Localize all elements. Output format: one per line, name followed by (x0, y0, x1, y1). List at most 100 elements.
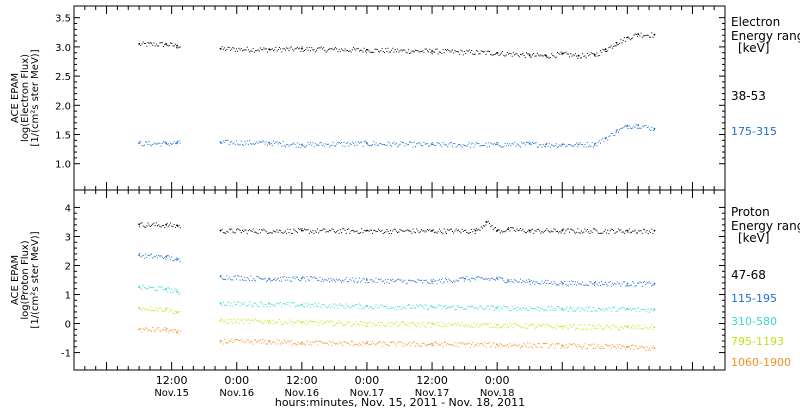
electron-data-point (289, 47, 291, 49)
proton-data-point (330, 320, 332, 322)
proton-data-point (153, 310, 155, 312)
proton-data-point (585, 284, 587, 286)
proton-data-point (510, 279, 512, 281)
electron-data-point (509, 143, 511, 145)
proton-data-point (391, 279, 393, 281)
proton-data-point (219, 302, 222, 305)
proton-data-point (167, 226, 169, 228)
proton-data-point (580, 230, 582, 232)
proton-data-point (648, 230, 650, 232)
electron-data-point (449, 51, 451, 53)
proton-data-point (506, 344, 508, 346)
proton-data-point (563, 309, 564, 311)
electron-data-point (571, 55, 573, 57)
proton-data-point (614, 306, 616, 308)
electron-data-point (521, 141, 523, 143)
electron-data-point (557, 52, 558, 53)
proton-data-point (496, 277, 499, 280)
proton-data-point (467, 232, 469, 234)
proton-data-point (546, 310, 548, 311)
electron-data-point (171, 143, 173, 145)
proton-data-point (640, 327, 642, 329)
proton-data-point (280, 343, 282, 345)
electron-data-point (394, 49, 396, 51)
proton-data-point (530, 280, 532, 282)
proton-data-point (165, 289, 167, 291)
proton-data-point (417, 345, 419, 346)
proton-data-point (559, 343, 561, 345)
electron-data-point (261, 141, 263, 143)
proton-data-point (155, 308, 157, 309)
proton-data-point (552, 283, 554, 285)
proton-data-point (410, 322, 412, 324)
proton-data-point (423, 230, 425, 232)
electron-data-point (284, 146, 286, 148)
electron-data-point (363, 47, 365, 49)
electron-data-point (447, 146, 449, 148)
proton-data-point (368, 322, 370, 324)
proton-data-point (459, 277, 461, 279)
proton-data-point (600, 232, 601, 234)
electron-data-point (564, 52, 566, 54)
proton-data-point (149, 254, 151, 256)
proton-data-point (468, 278, 470, 280)
proton-data-points (138, 220, 656, 351)
proton-data-point (441, 308, 443, 310)
proton-data-point (221, 305, 223, 307)
proton-data-point (226, 342, 228, 344)
proton-data-point (498, 345, 500, 347)
electron-data-point (395, 51, 397, 53)
proton-data-point (324, 279, 326, 281)
electron-data-point (425, 143, 427, 145)
proton-data-point (172, 313, 174, 315)
electron-data-point (479, 145, 481, 147)
electron-data-point (576, 55, 578, 57)
proton-data-point (613, 230, 615, 231)
proton-data-point (411, 342, 413, 344)
proton-data-point (530, 345, 532, 347)
proton-data-point (509, 281, 511, 283)
proton-data-point (592, 325, 594, 326)
proton-data-point (584, 343, 586, 345)
electron-data-point (638, 127, 640, 129)
proton-data-point (257, 276, 259, 278)
electron-data-point (173, 141, 175, 143)
proton-data-point (394, 306, 396, 308)
proton-data-point (463, 325, 465, 327)
proton-data-point (160, 308, 162, 310)
proton-data-point (626, 285, 628, 287)
proton-data-point (293, 343, 295, 345)
proton-data-point (533, 280, 535, 282)
electron-data-point (369, 145, 371, 147)
proton-data-point (174, 258, 176, 260)
proton-data-point (601, 327, 603, 329)
proton-data-point (293, 276, 295, 278)
proton-data-point (411, 321, 413, 323)
proton-data-point (554, 282, 556, 284)
proton-data-point (413, 323, 415, 325)
electron-data-point (468, 142, 470, 144)
proton-data-point (474, 229, 477, 232)
electron-data-point (590, 52, 592, 54)
electron-data-point (609, 135, 611, 137)
electron-data-point (536, 146, 538, 148)
proton-data-point (345, 342, 347, 344)
proton-data-point (449, 229, 451, 230)
proton-data-point (174, 226, 176, 228)
proton-data-point (596, 311, 598, 313)
proton-data-point (158, 255, 160, 256)
proton-data-point (534, 283, 536, 285)
proton-data-point (158, 286, 160, 288)
proton-data-point (432, 322, 434, 324)
proton-data-point (651, 347, 653, 349)
electron-legend: Electron Energy range [keV] 38-53 175-31… (731, 15, 800, 138)
proton-data-point (569, 343, 570, 345)
proton-data-point (440, 344, 442, 346)
proton-data-point (585, 328, 587, 330)
proton-data-point (625, 348, 627, 350)
proton-data-point (648, 281, 650, 283)
electron-data-point (230, 49, 231, 51)
proton-data-point (152, 327, 154, 328)
proton-data-point (255, 302, 257, 304)
proton-data-point (231, 319, 233, 321)
